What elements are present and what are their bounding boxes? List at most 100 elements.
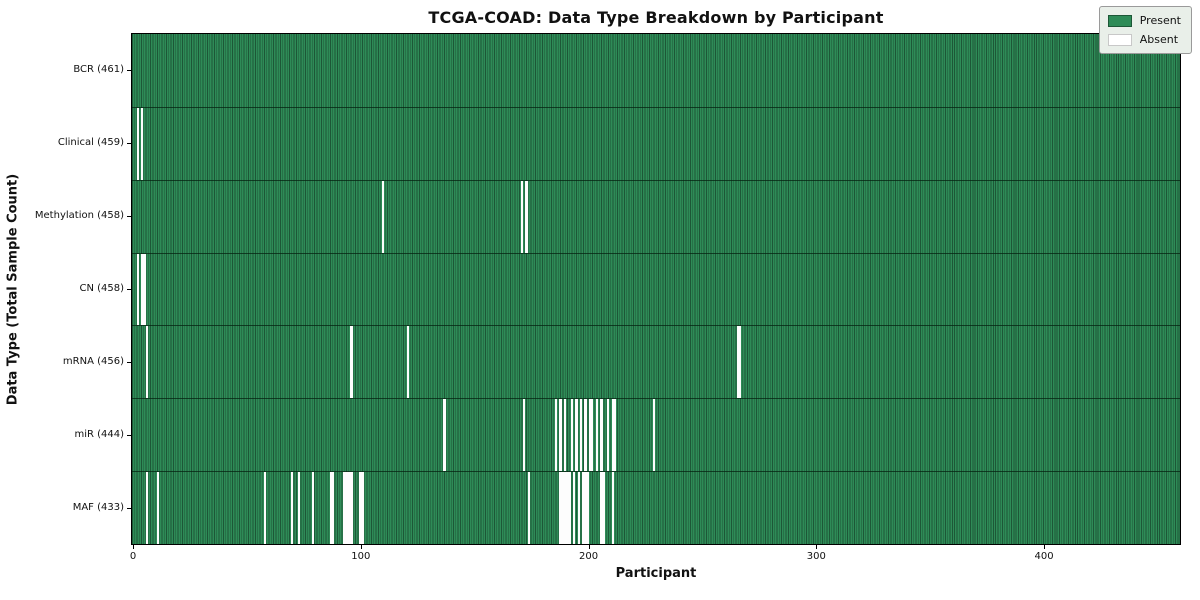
y-tick-label-MAF: MAF (433) <box>72 502 124 514</box>
x-tick-mark <box>360 545 362 549</box>
x-axis-label: Participant <box>615 566 697 581</box>
absent-bar <box>577 472 580 544</box>
absent-bar <box>738 326 742 399</box>
absent-bar <box>523 399 526 472</box>
heatmap-row-BCR <box>132 34 1180 107</box>
absent-bar <box>575 399 578 472</box>
absent-bar <box>145 472 148 544</box>
y-tick-label-Clinical: Clinical (459) <box>57 136 124 148</box>
absent-bar <box>329 472 333 544</box>
absent-bar <box>584 472 587 544</box>
x-tick-label-200: 200 <box>578 551 599 562</box>
heatmap-row-CN <box>132 252 1180 326</box>
absent-bar <box>600 399 603 472</box>
x-tick-mark <box>1044 545 1046 549</box>
y-tick-label-BCR: BCR (461) <box>73 63 124 75</box>
absent-bar <box>345 472 348 544</box>
absent-bar <box>600 472 603 544</box>
absent-bar <box>157 472 160 544</box>
chart-title: TCGA-COAD: Data Type Breakdown by Partic… <box>428 8 884 27</box>
absent-bar <box>602 472 605 544</box>
y-tick-mark <box>127 435 131 437</box>
absent-bar <box>554 399 558 472</box>
absent-bar <box>736 326 739 399</box>
absent-bar <box>613 399 617 472</box>
absent-bar <box>566 472 569 544</box>
absent-bar <box>136 107 139 180</box>
x-tick-label-0: 0 <box>129 551 137 562</box>
absent-bar <box>579 399 583 472</box>
legend-entry-absent: Absent <box>1107 33 1181 46</box>
legend-absent-label: Absent <box>1139 33 1179 46</box>
absent-bar <box>382 180 385 253</box>
absent-bar <box>359 472 362 544</box>
absent-bar <box>586 472 589 544</box>
present-swatch-icon <box>1107 14 1132 27</box>
absent-bar <box>332 472 335 544</box>
absent-bar <box>588 399 592 472</box>
y-tick-label-Methylation: Methylation (458) <box>34 209 124 221</box>
absent-swatch-icon <box>1107 33 1132 46</box>
absent-bar <box>559 399 562 472</box>
absent-bar <box>595 399 599 472</box>
absent-bar <box>611 399 614 472</box>
y-tick-mark <box>127 215 131 217</box>
y-axis-label: Data Type (Total Sample Count) <box>5 173 21 406</box>
y-tick-label-CN: CN (458) <box>79 283 124 294</box>
heatmap-row-miR <box>132 398 1180 472</box>
x-tick-mark <box>133 545 134 549</box>
absent-bar <box>343 472 346 544</box>
absent-bar <box>611 472 614 544</box>
absent-bar <box>652 399 655 472</box>
absent-bar <box>443 399 446 472</box>
absent-bar <box>263 472 267 544</box>
legend-present-label: Present <box>1139 14 1181 27</box>
absent-bar <box>520 180 523 253</box>
absent-bar <box>527 472 530 544</box>
absent-bar <box>584 399 587 472</box>
absent-bar <box>568 472 571 544</box>
absent-bar <box>141 253 144 326</box>
x-tick-mark <box>588 545 590 549</box>
heatmap-row-Methylation <box>132 179 1180 253</box>
absent-bar <box>582 472 585 544</box>
y-tick-label-miR: miR (444) <box>74 429 124 441</box>
absent-bar <box>559 472 562 544</box>
legend-entry-present: Present <box>1107 14 1181 27</box>
absent-bar <box>591 399 594 472</box>
x-tick-mark <box>816 545 818 549</box>
absent-bar <box>141 107 144 180</box>
absent-bar <box>350 472 353 544</box>
x-tick-label-100: 100 <box>351 551 371 562</box>
absent-bar <box>561 472 564 544</box>
y-tick-mark <box>127 362 131 364</box>
absent-bar <box>311 472 314 544</box>
y-tick-mark <box>127 69 131 71</box>
absent-bar <box>145 326 148 399</box>
absent-bar <box>525 180 528 253</box>
absent-bar <box>407 326 410 399</box>
x-tick-label-400: 400 <box>1034 551 1054 562</box>
y-tick-label-mRNA: mRNA (456) <box>62 356 124 368</box>
absent-bar <box>347 472 351 544</box>
heatmap-row-Clinical <box>132 106 1180 180</box>
absent-bar <box>563 399 567 472</box>
absent-bar <box>563 472 567 544</box>
absent-bar <box>136 253 139 326</box>
y-tick-mark <box>127 142 131 144</box>
absent-bar <box>143 253 146 326</box>
absent-bar <box>350 326 353 399</box>
absent-bar <box>361 472 364 544</box>
absent-bar <box>291 472 294 544</box>
heatmap-row-MAF <box>132 471 1180 544</box>
absent-bar <box>573 472 576 544</box>
x-tick-label-300: 300 <box>806 551 826 562</box>
absent-bar <box>297 472 301 544</box>
y-tick-mark <box>127 289 131 290</box>
plot-area <box>131 33 1181 545</box>
legend: Present Absent <box>1098 6 1192 54</box>
y-tick-mark <box>127 508 131 510</box>
heatmap-row-mRNA <box>132 325 1180 399</box>
absent-bar <box>607 399 610 472</box>
